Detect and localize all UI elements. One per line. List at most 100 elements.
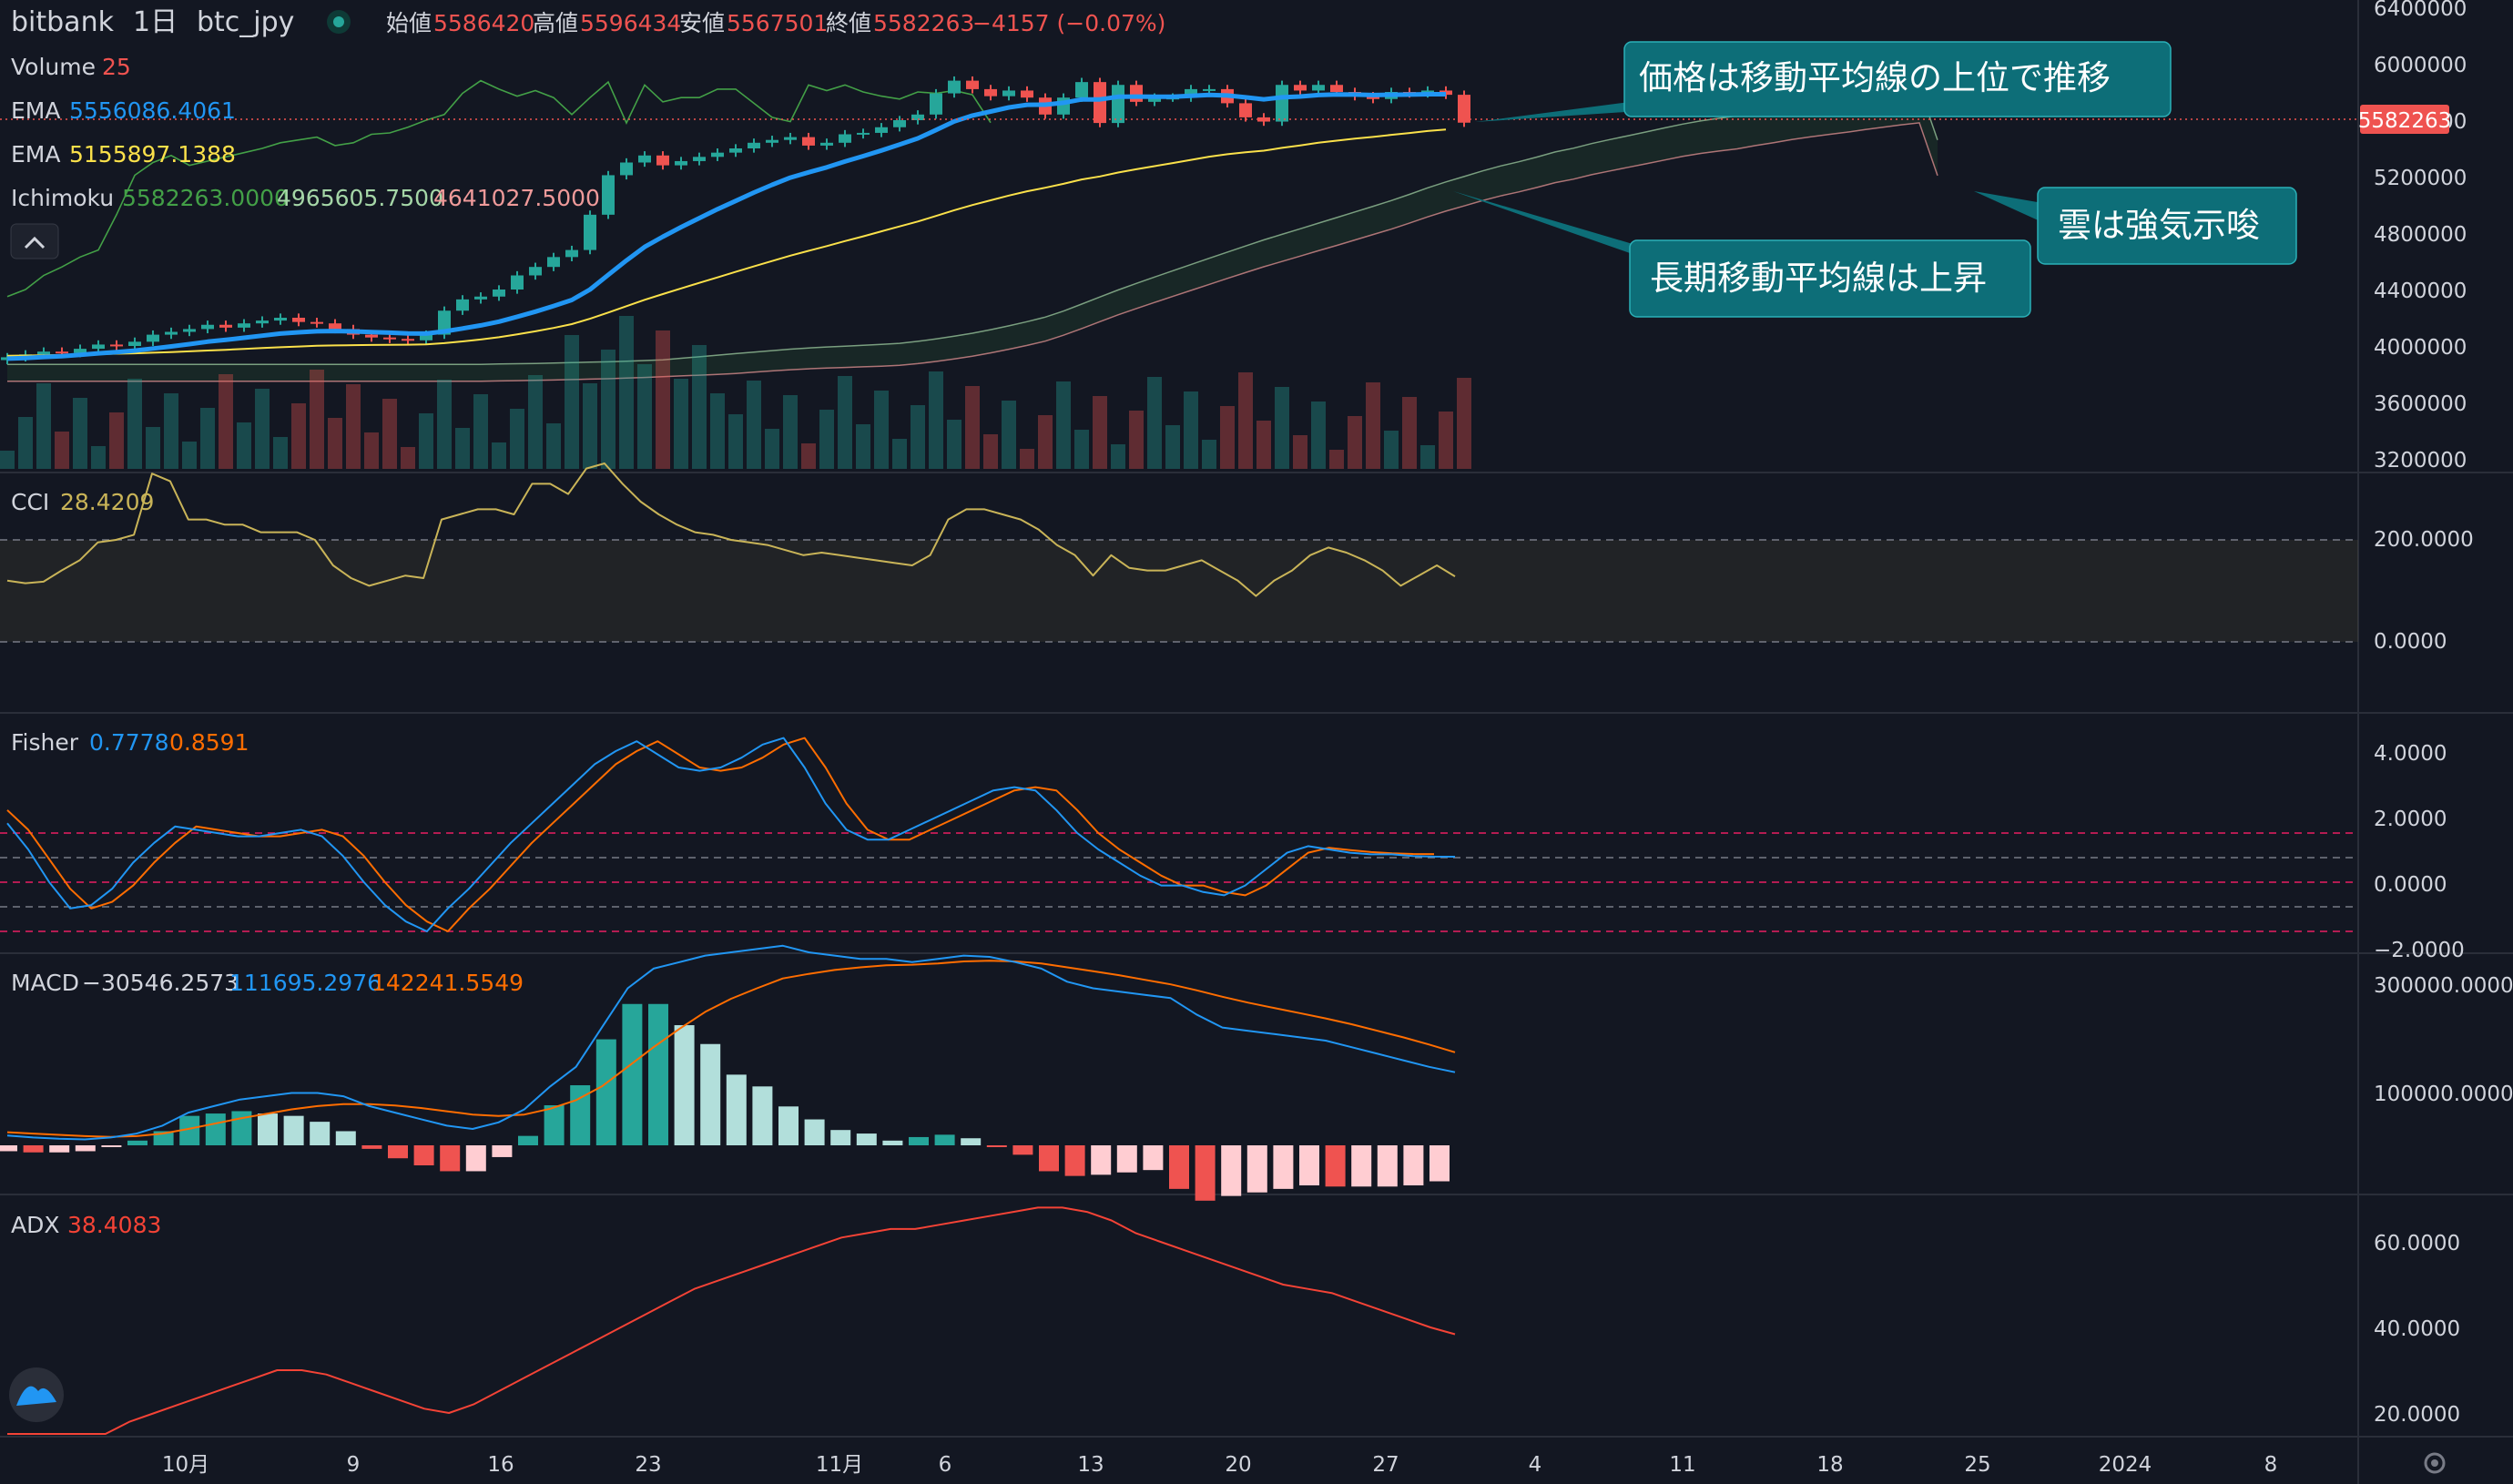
candle[interactable] [638,151,651,168]
low-label: 安値 [679,10,725,36]
collapse-legend-button[interactable] [10,223,59,259]
candle[interactable] [1239,98,1252,122]
candle[interactable] [984,85,997,101]
candle[interactable] [565,245,578,261]
macd-histogram-bar [1012,1145,1033,1155]
candle-body [948,80,961,94]
ichimoku-label[interactable]: Ichimoku [11,185,114,211]
macd-histogram-bar [49,1145,70,1153]
y-axis-tick-label: 100000.0000 [2374,1083,2513,1106]
candle[interactable] [966,76,979,94]
candle[interactable] [529,262,542,280]
candle[interactable] [766,136,778,147]
callout-price-above-ma-text: 価格は移動平均線の上位で推移 [1639,58,2111,97]
candle-body [74,349,86,353]
candle[interactable] [784,132,797,145]
y-axis-tick-label: 60.0000 [2374,1232,2460,1255]
candle[interactable] [128,337,141,351]
candle[interactable] [729,144,742,158]
cci-band [0,540,2358,642]
fisher-pane[interactable] [0,737,2358,932]
candle[interactable] [911,110,924,125]
candle[interactable] [256,316,269,328]
volume-bar [437,380,452,469]
callout-cloud-bullish[interactable] [2037,187,2297,265]
candle[interactable] [711,148,724,161]
tradingview-logo[interactable] [9,1367,64,1422]
fisher-label[interactable]: Fisher [11,729,79,756]
ema1-label[interactable]: EMA [11,97,60,124]
open-label: 始値 [386,10,432,36]
candle-body [547,257,560,268]
callout-price-above-ma[interactable] [1623,41,2172,117]
volume-bar [911,405,925,469]
candle[interactable] [474,292,487,304]
candle[interactable] [584,210,596,255]
macd-pane[interactable] [0,944,1456,1201]
candle[interactable] [183,324,196,337]
candle[interactable] [1294,80,1307,96]
y-axis-tick-label: 0.0000 [2374,630,2447,654]
settings-gear-icon[interactable] [2424,1452,2446,1474]
candle[interactable] [402,334,414,345]
candle[interactable] [602,170,615,219]
candle[interactable] [1312,80,1325,96]
macd-histogram-bar [388,1145,408,1159]
cci-label[interactable]: CCI [11,489,49,515]
candle[interactable] [675,157,687,170]
candle[interactable] [656,151,669,170]
candle[interactable] [1021,86,1033,102]
candle[interactable] [1002,86,1015,101]
candle-body [110,344,123,347]
adx-pane[interactable] [7,1206,1456,1435]
candle[interactable] [802,132,815,150]
candle[interactable] [92,340,105,353]
candle[interactable] [948,76,961,98]
candle[interactable] [310,318,323,328]
candle[interactable] [1203,85,1216,94]
candle[interactable] [748,138,760,153]
candle[interactable] [1185,85,1197,102]
volume-bar [328,418,342,469]
candle[interactable] [857,128,870,139]
candle[interactable] [1112,80,1124,127]
candle[interactable] [238,319,250,332]
macd-histogram-bar [752,1086,773,1145]
volume-bar [1111,444,1125,469]
interval-label[interactable]: 1日 [133,6,178,38]
candle[interactable] [1458,90,1470,127]
candle[interactable] [820,138,833,150]
volume-label[interactable]: Volume [11,54,96,80]
candle[interactable] [839,129,851,147]
candle[interactable] [165,327,178,340]
candle[interactable] [893,116,906,132]
ema2-value: 5155897.1388 [69,141,236,168]
candle-body [1330,85,1343,92]
candle[interactable] [875,123,888,137]
candle[interactable] [292,313,305,327]
macd-label[interactable]: MACD [11,970,79,996]
candle[interactable] [274,313,287,325]
macd-value-3: 142241.5549 [371,970,524,996]
adx-label[interactable]: ADX [11,1212,59,1238]
candle[interactable] [930,88,942,119]
cci-pane[interactable] [0,462,2358,643]
candle[interactable] [620,158,633,180]
candle[interactable] [511,270,524,294]
candle[interactable] [1276,80,1288,127]
volume-bar [583,383,597,469]
candle[interactable] [147,330,159,346]
candle[interactable] [693,152,706,166]
callout-long-ma-rising[interactable] [1629,239,2031,318]
candle[interactable] [547,252,560,271]
candle[interactable] [110,340,123,351]
ema2-label[interactable]: EMA [11,141,60,168]
candle[interactable] [456,295,469,315]
pair-label[interactable]: btc_jpy [197,6,294,38]
candle[interactable] [201,320,214,334]
candle[interactable] [493,285,505,301]
y-axis-tick-label: 4000000 [2374,336,2467,360]
volume-bar [182,442,197,469]
candle[interactable] [219,320,232,332]
